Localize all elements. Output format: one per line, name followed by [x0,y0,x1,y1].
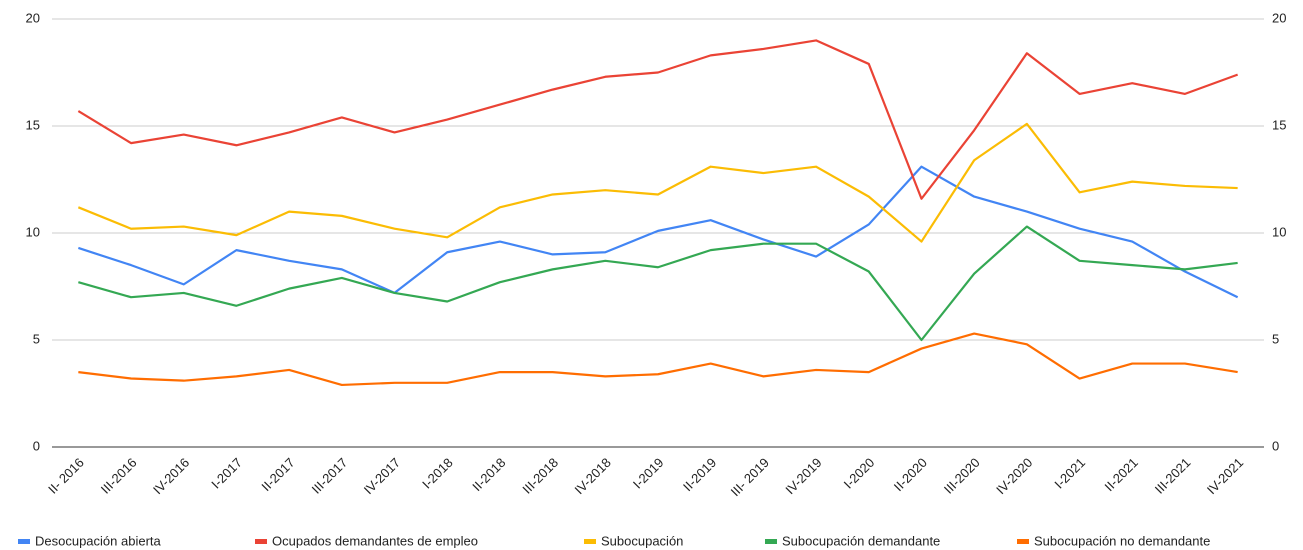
x-tick-label: III-2018 [519,455,561,497]
x-tick-label: II-2018 [469,455,508,494]
x-tick-label: IV-2018 [572,455,614,497]
legend-label: Subocupación [601,533,683,548]
y2-tick-label: 20 [1272,10,1286,25]
y2-tick-label: 5 [1272,331,1279,346]
legend-swatch [1017,539,1029,544]
x-tick-label: I-2021 [1051,455,1088,492]
x-tick-label: II-2019 [680,455,719,494]
x-tick-label: III- 2019 [728,455,772,499]
series-line [78,332,1238,387]
x-tick-label: I-2020 [841,455,878,492]
series-line [78,165,1239,299]
legend-label: Desocupación abierta [35,533,162,548]
legend-swatch [765,539,777,544]
x-tick-label: IV-2019 [782,455,824,497]
x-tick-label: IV-2016 [150,455,192,497]
x-tick-label: III-2020 [941,455,983,497]
x-tick-label: III-2016 [98,455,140,497]
series-line [77,122,1238,243]
series-line [78,225,1238,342]
x-tick-label: III-2017 [309,455,351,497]
y-tick-label: 0 [33,438,40,453]
x-tick-label: I-2017 [208,455,245,492]
x-tick-label: IV-2020 [993,455,1035,497]
y2-tick-label: 15 [1272,117,1286,132]
legend-label: Ocupados demandantes de empleo [272,533,478,548]
y2-tick-label: 10 [1272,224,1286,239]
x-tick-label: II- 2016 [45,455,87,497]
series-line [77,39,1239,200]
y2-tick-label: 0 [1272,438,1279,453]
x-tick-label: II-2021 [1102,455,1141,494]
legend-swatch [584,539,596,544]
y-tick-label: 10 [26,224,40,239]
x-tick-label: I-2019 [630,455,667,492]
x-tick-label: IV-2017 [361,455,403,497]
legend-label: Subocupación demandante [782,533,940,548]
legend-label: Subocupación no demandante [1034,533,1210,548]
legend-swatch [255,539,267,544]
x-tick-label: III-2021 [1152,455,1194,497]
x-tick-label: II-2017 [258,455,297,494]
y-tick-label: 15 [26,117,40,132]
x-tick-label: I-2018 [419,455,456,492]
y-tick-label: 5 [33,331,40,346]
legend-swatch [18,539,30,544]
y-tick-label: 20 [26,10,40,25]
x-tick-label: II-2020 [891,455,930,494]
x-tick-label: IV-2021 [1204,455,1246,497]
